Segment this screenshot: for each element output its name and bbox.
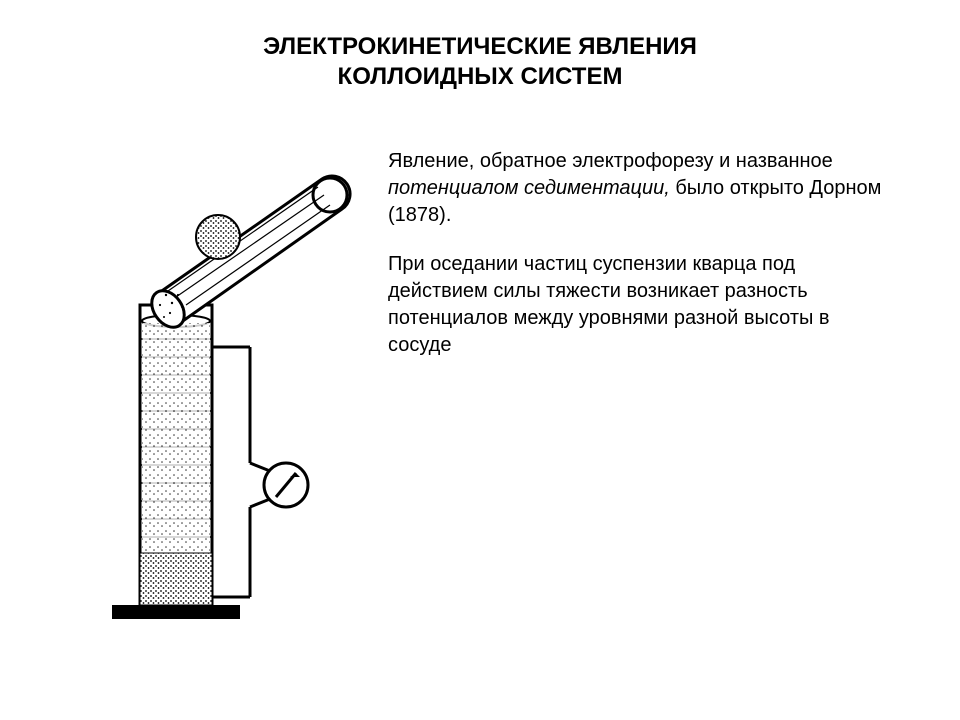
paragraph-1: Явление, обратное электрофорезу и назван… (388, 148, 888, 229)
pouring-tube (145, 176, 350, 333)
title-line-2: КОЛЛОИДНЫХ СИСТЕМ (338, 63, 623, 90)
sediment-layer (140, 553, 212, 605)
particle-bolus (196, 215, 240, 259)
p1-italic: потенциалом седиментации, (388, 177, 670, 199)
paragraph-2: При оседании частиц суспензии кварца под… (388, 251, 888, 359)
galvanometer-circuit (212, 347, 270, 597)
body-text: Явление, обратное электрофорезу и назван… (388, 148, 888, 381)
stand-base (112, 605, 240, 619)
apparatus-diagram (100, 145, 360, 635)
p1-pre: Явление, обратное электрофорезу и назван… (388, 150, 833, 172)
suspended-particles (142, 323, 210, 551)
slide-page: ЭЛЕКТРОКИНЕТИЧЕСКИЕ ЯВЛЕНИЯ КОЛЛОИДНЫХ С… (0, 0, 960, 720)
title-line-1: ЭЛЕКТРОКИНЕТИЧЕСКИЕ ЯВЛЕНИЯ (263, 33, 697, 60)
slide-title: ЭЛЕКТРОКИНЕТИЧЕСКИЕ ЯВЛЕНИЯ КОЛЛОИДНЫХ С… (0, 32, 960, 92)
